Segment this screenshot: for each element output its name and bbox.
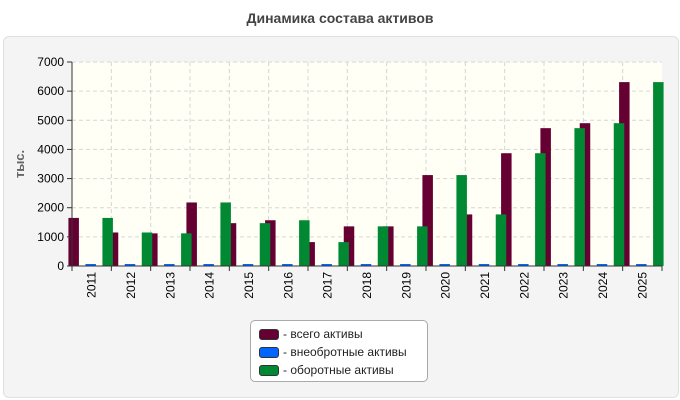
plot-area xyxy=(72,62,662,266)
bar-0-2020 xyxy=(422,175,433,266)
bar-2-2020 xyxy=(456,175,467,266)
bar-1-2024 xyxy=(596,264,608,266)
y-tick-labels: 0 1000 2000 3000 4000 5000 6000 7000 xyxy=(37,55,64,273)
bar-0-2021 xyxy=(461,214,473,266)
bar-1-2011 xyxy=(85,264,96,266)
legend: - всего активы - внеобротные активы - об… xyxy=(250,320,428,382)
bar-1-2023 xyxy=(557,264,568,266)
y-tick-label: 6000 xyxy=(37,84,64,98)
x-tick-label: 2025 xyxy=(635,272,649,299)
x-tick-label: 2012 xyxy=(124,272,138,299)
bar-1-2017 xyxy=(321,264,332,266)
x-tick-label: 2019 xyxy=(399,272,413,299)
bar-2-2014 xyxy=(220,202,231,266)
x-tick-label: 2023 xyxy=(557,272,571,299)
bar-2-2016 xyxy=(299,220,310,266)
bar-2-2017 xyxy=(338,242,349,266)
bar-2-2024 xyxy=(613,123,625,266)
x-tick-label: 2015 xyxy=(242,272,256,299)
chart-title: Динамика состава активов xyxy=(246,10,434,26)
bar-2-2013 xyxy=(181,233,192,266)
bar-0-2017 xyxy=(304,242,315,266)
legend-label-noncurrent: - внеобротные активы xyxy=(283,345,407,359)
legend-swatch-noncurrent xyxy=(259,346,279,358)
bar-1-2012 xyxy=(124,264,136,266)
bar-2-2021 xyxy=(495,214,507,266)
bar-2-2015 xyxy=(259,223,271,266)
bar-0-2023 xyxy=(540,128,551,266)
bar-0-2024 xyxy=(579,123,591,266)
y-tick-label: 5000 xyxy=(37,113,64,127)
bars-group xyxy=(68,82,664,266)
bar-1-2018 xyxy=(360,264,372,266)
y-tick-label: 3000 xyxy=(37,172,64,186)
bar-1-2014 xyxy=(203,264,214,266)
bar-0-2014 xyxy=(186,202,197,266)
bar-0-2022 xyxy=(501,153,512,266)
y-tick-label: 1000 xyxy=(37,230,64,244)
legend-item-current: - оборотные активы xyxy=(259,361,419,379)
x-tick-label: 2022 xyxy=(517,272,531,299)
legend-label-total: - всего активы xyxy=(283,327,363,341)
bar-2-2018 xyxy=(377,226,389,266)
legend-item-noncurrent: - внеобротные активы xyxy=(259,343,419,361)
bar-2-2022 xyxy=(535,153,546,266)
bar-1-2020 xyxy=(439,264,450,266)
x-tick-label: 2017 xyxy=(321,272,335,299)
x-tick-label: 2021 xyxy=(478,272,492,299)
bar-2-2025 xyxy=(653,82,664,266)
bar-1-2016 xyxy=(282,264,293,266)
x-tick-label: 2013 xyxy=(163,272,177,299)
bar-0-2013 xyxy=(147,233,158,266)
bar-0-2012 xyxy=(107,232,119,266)
legend-label-current: - оборотные активы xyxy=(283,363,394,377)
x-tick-label: 2024 xyxy=(596,272,610,299)
y-tick-label: 2000 xyxy=(37,201,64,215)
y-tick-label: 4000 xyxy=(37,142,64,156)
legend-item-total: - всего активы xyxy=(259,325,419,343)
legend-swatch-total xyxy=(259,328,279,340)
bar-2-2023 xyxy=(574,128,585,266)
bar-1-2015 xyxy=(242,264,254,266)
legend-swatch-current xyxy=(259,364,279,376)
y-tick-label: 0 xyxy=(57,259,64,273)
bar-2-2011 xyxy=(102,217,113,266)
bar-0-2011 xyxy=(68,217,79,266)
bar-1-2025 xyxy=(636,264,647,266)
bar-0-2019 xyxy=(383,226,394,266)
axes-group xyxy=(67,61,663,271)
bar-2-2019 xyxy=(417,226,428,266)
bar-1-2022 xyxy=(518,264,529,266)
x-tick-label: 2018 xyxy=(360,272,374,299)
x-tick-label: 2016 xyxy=(281,272,295,299)
bar-0-2016 xyxy=(265,220,276,266)
x-tick-labels: 2011 2012 2013 2014 2015 2016 2017 2018 2019 2020… xyxy=(85,272,650,299)
bar-2-2012 xyxy=(141,232,153,266)
bar-1-2021 xyxy=(478,264,490,266)
bar-0-2025 xyxy=(619,82,630,266)
bar-0-2018 xyxy=(343,226,355,266)
y-tick-label: 7000 xyxy=(37,55,64,69)
x-tick-label: 2011 xyxy=(85,272,99,298)
bar-0-2015 xyxy=(225,223,237,266)
x-tick-label: 2014 xyxy=(203,272,217,299)
y-axis-label: тыс. xyxy=(12,150,27,178)
bar-1-2013 xyxy=(164,264,175,266)
bar-1-2019 xyxy=(400,264,411,266)
x-tick-label: 2020 xyxy=(439,272,453,299)
